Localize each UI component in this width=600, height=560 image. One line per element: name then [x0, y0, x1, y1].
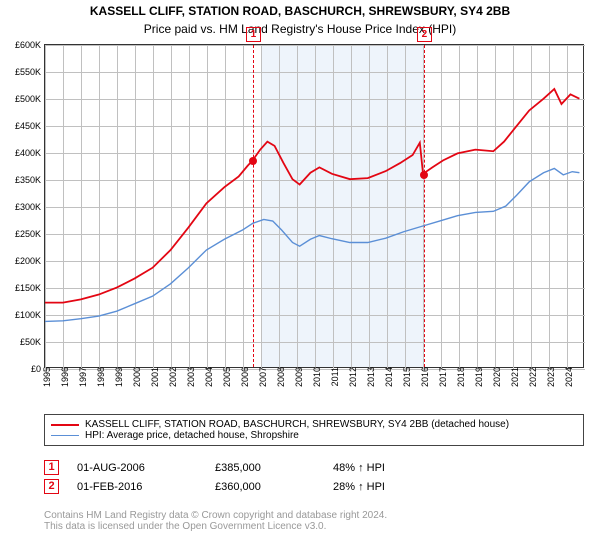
x-tick-label: 2009	[290, 367, 304, 387]
x-tick-label: 2018	[452, 367, 466, 387]
sale-date: 01-FEB-2016	[77, 481, 197, 493]
series-hpi	[45, 168, 579, 321]
sale-pct-vs-hpi: 48% ↑ HPI	[333, 462, 453, 474]
sale-marker-dot	[420, 171, 428, 179]
sale-index-box: 1	[44, 460, 59, 475]
x-tick-label: 2014	[380, 367, 394, 387]
sale-marker-index-box: 2	[417, 27, 432, 42]
x-tick-label: 2022	[524, 367, 538, 387]
series-svg	[45, 45, 583, 367]
x-tick-label: 1998	[92, 367, 106, 387]
x-tick-label: 2019	[470, 367, 484, 387]
y-tick-label: £100K	[15, 310, 45, 320]
sales-table: 1 01-AUG-2006 £385,000 48% ↑ HPI 2 01-FEB-201…	[44, 460, 453, 498]
x-tick-label: 2006	[236, 367, 250, 387]
footer-line-2: This data is licensed under the Open Gov…	[44, 521, 387, 532]
footer-attribution: Contains HM Land Registry data © Crown c…	[44, 510, 387, 532]
y-tick-label: £150K	[15, 283, 45, 293]
x-tick-label: 2021	[506, 367, 520, 387]
y-tick-label: £600K	[15, 40, 45, 50]
x-tick-label: 2000	[128, 367, 142, 387]
chart-title: KASSELL CLIFF, STATION ROAD, BASCHURCH, …	[0, 4, 600, 18]
y-tick-label: £250K	[15, 229, 45, 239]
sale-price: £385,000	[215, 462, 315, 474]
x-tick-label: 2017	[434, 367, 448, 387]
y-tick-label: £400K	[15, 148, 45, 158]
legend-label: KASSELL CLIFF, STATION ROAD, BASCHURCH, …	[85, 419, 509, 430]
y-tick-label: £200K	[15, 256, 45, 266]
sale-date: 01-AUG-2006	[77, 462, 197, 474]
chart-plot-area: £0£50K£100K£150K£200K£250K£300K£350K£400…	[44, 44, 584, 368]
x-tick-label: 1999	[110, 367, 124, 387]
y-tick-label: £500K	[15, 94, 45, 104]
x-tick-label: 2008	[272, 367, 286, 387]
x-tick-label: 2007	[254, 367, 268, 387]
y-tick-label: £450K	[15, 121, 45, 131]
y-tick-label: £350K	[15, 175, 45, 185]
legend-row: KASSELL CLIFF, STATION ROAD, BASCHURCH, …	[51, 419, 577, 430]
x-tick-label: 2020	[488, 367, 502, 387]
legend-label: HPI: Average price, detached house, Shro…	[85, 430, 299, 441]
sale-pct-vs-hpi: 28% ↑ HPI	[333, 481, 453, 493]
x-tick-label: 2016	[416, 367, 430, 387]
legend-row: HPI: Average price, detached house, Shro…	[51, 430, 577, 441]
sale-marker-index-box: 1	[246, 27, 261, 42]
x-tick-label: 2012	[344, 367, 358, 387]
x-tick-label: 2010	[308, 367, 322, 387]
legend: KASSELL CLIFF, STATION ROAD, BASCHURCH, …	[44, 414, 584, 446]
x-tick-label: 2004	[200, 367, 214, 387]
legend-swatch	[51, 435, 79, 436]
sale-marker-dot	[249, 157, 257, 165]
chart-subtitle: Price paid vs. HM Land Registry's House …	[0, 22, 600, 36]
x-tick-label: 1997	[74, 367, 88, 387]
y-tick-label: £300K	[15, 202, 45, 212]
series-property	[45, 89, 579, 303]
footer-line-1: Contains HM Land Registry data © Crown c…	[44, 510, 387, 521]
sale-index-box: 2	[44, 479, 59, 494]
y-tick-label: £550K	[15, 67, 45, 77]
sale-price: £360,000	[215, 481, 315, 493]
x-tick-label: 1995	[38, 367, 52, 387]
sale-row: 1 01-AUG-2006 £385,000 48% ↑ HPI	[44, 460, 453, 475]
x-tick-label: 2005	[218, 367, 232, 387]
x-tick-label: 2013	[362, 367, 376, 387]
x-tick-label: 2001	[146, 367, 160, 387]
y-tick-label: £50K	[20, 337, 45, 347]
x-tick-label: 2023	[542, 367, 556, 387]
x-tick-label: 2003	[182, 367, 196, 387]
legend-swatch	[51, 424, 79, 426]
x-tick-label: 2015	[398, 367, 412, 387]
x-tick-label: 1996	[56, 367, 70, 387]
x-tick-label: 2011	[326, 367, 340, 386]
x-tick-label: 2002	[164, 367, 178, 387]
sale-row: 2 01-FEB-2016 £360,000 28% ↑ HPI	[44, 479, 453, 494]
x-tick-label: 2024	[560, 367, 574, 387]
